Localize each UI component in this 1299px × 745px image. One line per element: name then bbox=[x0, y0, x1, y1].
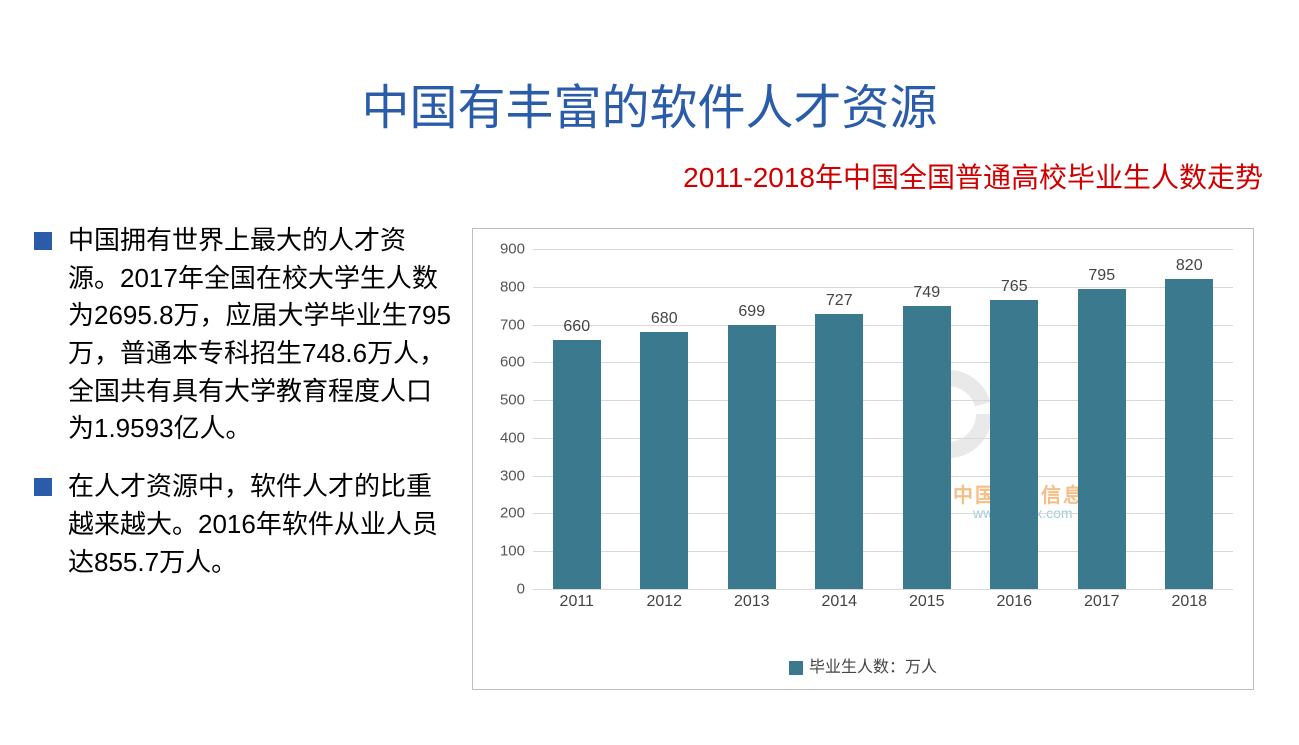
bar-value-label: 680 bbox=[634, 310, 694, 328]
gridline bbox=[533, 287, 1233, 288]
x-tick-label: 2018 bbox=[1154, 593, 1224, 611]
x-tick-label: 2011 bbox=[542, 593, 612, 611]
y-tick-label: 900 bbox=[480, 241, 525, 258]
bar-value-label: 699 bbox=[722, 303, 782, 321]
y-tick-label: 0 bbox=[480, 581, 525, 598]
chart-legend: 毕业生人数：万人 bbox=[473, 653, 1253, 677]
bar bbox=[728, 325, 776, 589]
bar bbox=[903, 306, 951, 589]
bar-chart: 中国产业信息 www.chyxx.com 0100200300400500600… bbox=[472, 228, 1254, 690]
x-tick-label: 2014 bbox=[804, 593, 874, 611]
gridline bbox=[533, 551, 1233, 552]
y-tick-label: 100 bbox=[480, 543, 525, 560]
slide: 中国有丰富的软件人才资源 2011-2018年中国全国普通高校毕业生人数走势 中… bbox=[0, 0, 1299, 745]
x-tick-label: 2017 bbox=[1067, 593, 1137, 611]
bar bbox=[1078, 289, 1126, 589]
gridline bbox=[533, 513, 1233, 514]
y-tick-label: 500 bbox=[480, 392, 525, 409]
chart-subtitle: 2011-2018年中国全国普通高校毕业生人数走势 bbox=[683, 156, 1263, 196]
bar bbox=[815, 314, 863, 589]
gridline bbox=[533, 400, 1233, 401]
bullet-list: 中国拥有世界上最大的人才资源。2017年全国在校大学生人数为2695.8万，应届… bbox=[34, 222, 452, 601]
y-tick-label: 400 bbox=[480, 429, 525, 446]
y-tick-label: 600 bbox=[480, 354, 525, 371]
legend-label: 毕业生人数：万人 bbox=[809, 659, 937, 676]
y-tick-label: 200 bbox=[480, 505, 525, 522]
slide-title: 中国有丰富的软件人才资源 bbox=[0, 68, 1299, 138]
bullet-item: 在人才资源中，软件人才的比重越来越大。2016年软件从业人员达855.7万人。 bbox=[34, 468, 452, 581]
bar bbox=[640, 332, 688, 589]
x-tick-label: 2016 bbox=[979, 593, 1049, 611]
legend-swatch bbox=[789, 661, 803, 675]
x-tick-label: 2012 bbox=[629, 593, 699, 611]
bar bbox=[990, 300, 1038, 589]
x-tick-label: 2015 bbox=[892, 593, 962, 611]
x-axis: 2011 2012 2013 2014 2015 2016 2017 2018 bbox=[533, 589, 1233, 613]
bullet-item: 中国拥有世界上最大的人才资源。2017年全国在校大学生人数为2695.8万，应届… bbox=[34, 222, 452, 448]
y-tick-label: 300 bbox=[480, 467, 525, 484]
bar bbox=[1165, 279, 1213, 589]
gridline bbox=[533, 476, 1233, 477]
bar-value-label: 765 bbox=[984, 278, 1044, 296]
bar bbox=[553, 340, 601, 589]
bar-value-label: 727 bbox=[809, 292, 869, 310]
bar-value-label: 660 bbox=[547, 318, 607, 336]
x-tick-label: 2013 bbox=[717, 593, 787, 611]
y-tick-label: 800 bbox=[480, 278, 525, 295]
gridline bbox=[533, 362, 1233, 363]
bar-value-label: 795 bbox=[1072, 267, 1132, 285]
bar-value-label: 749 bbox=[897, 284, 957, 302]
y-tick-label: 700 bbox=[480, 316, 525, 333]
plot-area: 中国产业信息 www.chyxx.com 0100200300400500600… bbox=[533, 249, 1233, 589]
bar-value-label: 820 bbox=[1159, 257, 1219, 275]
gridline bbox=[533, 438, 1233, 439]
gridline bbox=[533, 249, 1233, 250]
